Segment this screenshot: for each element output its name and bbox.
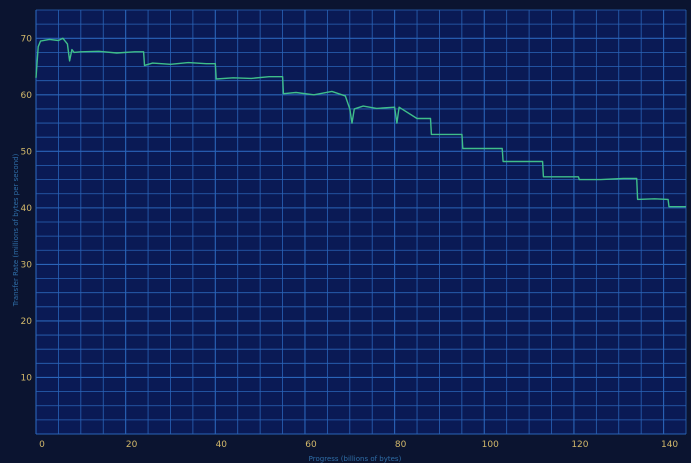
- y-tick-label: 40: [21, 204, 33, 214]
- y-tick-label: 50: [21, 147, 33, 157]
- y-tick-label: 70: [21, 34, 33, 44]
- x-tick-label: 80: [395, 440, 407, 450]
- y-axis-title: Transfer Rate (millions of bytes per sec…: [12, 153, 20, 307]
- x-tick-label: 60: [305, 440, 317, 450]
- x-tick-label: 140: [661, 440, 678, 450]
- x-tick-label: 20: [126, 440, 138, 450]
- data-series: [35, 37, 686, 208]
- x-tick-label: 100: [482, 440, 499, 450]
- x-tick-label: 0: [39, 440, 45, 450]
- x-tick-label: 40: [216, 440, 228, 450]
- x-axis-title: Progress (billions of bytes): [309, 455, 402, 463]
- grid-lines: [35, 9, 687, 435]
- y-tick-label: 60: [21, 91, 33, 101]
- y-tick-label: 30: [21, 260, 33, 270]
- tick-labels: 0 20 40 60 80 100 120 140 10 20 30 40 50 60 70: [21, 34, 679, 450]
- y-tick-label: 20: [21, 317, 33, 327]
- y-tick-label: 10: [21, 373, 33, 383]
- series-line-0: [35, 37, 686, 208]
- x-tick-label: 120: [571, 440, 588, 450]
